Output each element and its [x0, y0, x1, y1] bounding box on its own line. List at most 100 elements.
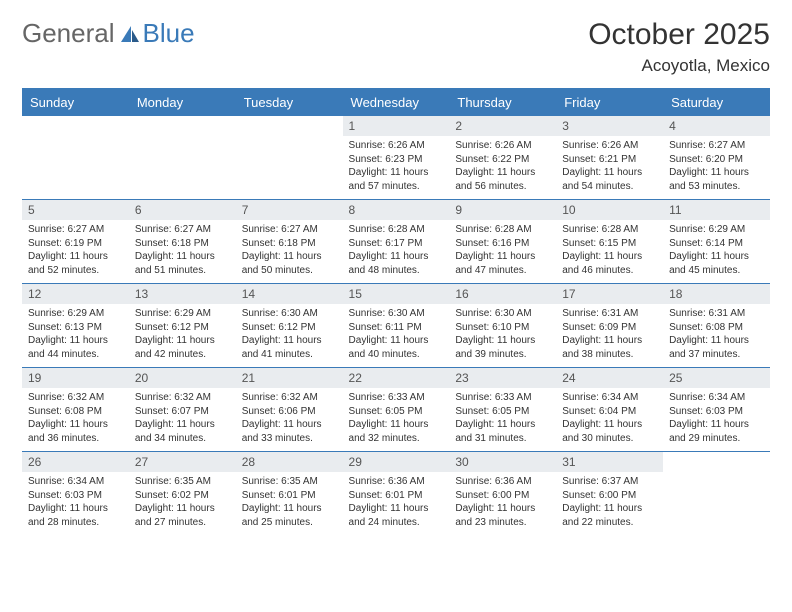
calendar-cell: 15Sunrise: 6:30 AMSunset: 6:11 PMDayligh… [343, 284, 450, 368]
day-content: Sunrise: 6:34 AMSunset: 6:03 PMDaylight:… [22, 472, 129, 535]
sunrise-text: Sunrise: 6:31 AM [669, 307, 764, 321]
sunset-text: Sunset: 6:12 PM [135, 321, 230, 335]
day-content: Sunrise: 6:30 AMSunset: 6:11 PMDaylight:… [343, 304, 450, 367]
day-content: Sunrise: 6:30 AMSunset: 6:12 PMDaylight:… [236, 304, 343, 367]
day-number: 20 [129, 368, 236, 388]
day-number: 6 [129, 200, 236, 220]
page-header: General Blue October 2025 Acoyotla, Mexi… [22, 18, 770, 76]
calendar-cell: 30Sunrise: 6:36 AMSunset: 6:00 PMDayligh… [449, 452, 556, 536]
daylight-text: Daylight: 11 hours and 23 minutes. [455, 502, 550, 529]
sunset-text: Sunset: 6:03 PM [669, 405, 764, 419]
daylight-text: Daylight: 11 hours and 34 minutes. [135, 418, 230, 445]
day-number: 18 [663, 284, 770, 304]
sunrise-text: Sunrise: 6:36 AM [349, 475, 444, 489]
day-content: Sunrise: 6:32 AMSunset: 6:07 PMDaylight:… [129, 388, 236, 451]
sunrise-text: Sunrise: 6:30 AM [455, 307, 550, 321]
sunrise-text: Sunrise: 6:29 AM [669, 223, 764, 237]
daylight-text: Daylight: 11 hours and 47 minutes. [455, 250, 550, 277]
daylight-text: Daylight: 11 hours and 38 minutes. [562, 334, 657, 361]
daylight-text: Daylight: 11 hours and 36 minutes. [28, 418, 123, 445]
sunrise-text: Sunrise: 6:35 AM [242, 475, 337, 489]
calendar-cell [236, 116, 343, 200]
day-content: Sunrise: 6:35 AMSunset: 6:02 PMDaylight:… [129, 472, 236, 535]
daylight-text: Daylight: 11 hours and 33 minutes. [242, 418, 337, 445]
day-header: Wednesday [343, 89, 450, 116]
sunrise-text: Sunrise: 6:29 AM [135, 307, 230, 321]
calendar-cell: 22Sunrise: 6:33 AMSunset: 6:05 PMDayligh… [343, 368, 450, 452]
day-number: 26 [22, 452, 129, 472]
daylight-text: Daylight: 11 hours and 37 minutes. [669, 334, 764, 361]
day-number: 4 [663, 116, 770, 136]
day-number: 19 [22, 368, 129, 388]
sunset-text: Sunset: 6:21 PM [562, 153, 657, 167]
day-content: Sunrise: 6:27 AMSunset: 6:18 PMDaylight:… [129, 220, 236, 283]
day-number: 8 [343, 200, 450, 220]
day-header: Tuesday [236, 89, 343, 116]
calendar-cell: 18Sunrise: 6:31 AMSunset: 6:08 PMDayligh… [663, 284, 770, 368]
sunset-text: Sunset: 6:08 PM [28, 405, 123, 419]
daylight-text: Daylight: 11 hours and 45 minutes. [669, 250, 764, 277]
sunrise-text: Sunrise: 6:34 AM [669, 391, 764, 405]
day-number: 13 [129, 284, 236, 304]
day-header: Sunday [22, 89, 129, 116]
daylight-text: Daylight: 11 hours and 41 minutes. [242, 334, 337, 361]
day-content: Sunrise: 6:28 AMSunset: 6:17 PMDaylight:… [343, 220, 450, 283]
day-number: 12 [22, 284, 129, 304]
day-number: 2 [449, 116, 556, 136]
day-number: 30 [449, 452, 556, 472]
sunrise-text: Sunrise: 6:36 AM [455, 475, 550, 489]
daylight-text: Daylight: 11 hours and 53 minutes. [669, 166, 764, 193]
calendar-cell: 21Sunrise: 6:32 AMSunset: 6:06 PMDayligh… [236, 368, 343, 452]
day-content: Sunrise: 6:32 AMSunset: 6:06 PMDaylight:… [236, 388, 343, 451]
sunrise-text: Sunrise: 6:37 AM [562, 475, 657, 489]
day-content: Sunrise: 6:33 AMSunset: 6:05 PMDaylight:… [449, 388, 556, 451]
sunset-text: Sunset: 6:06 PM [242, 405, 337, 419]
calendar-cell: 31Sunrise: 6:37 AMSunset: 6:00 PMDayligh… [556, 452, 663, 536]
sunset-text: Sunset: 6:02 PM [135, 489, 230, 503]
sunset-text: Sunset: 6:01 PM [242, 489, 337, 503]
day-content: Sunrise: 6:26 AMSunset: 6:22 PMDaylight:… [449, 136, 556, 199]
sunset-text: Sunset: 6:23 PM [349, 153, 444, 167]
sunrise-text: Sunrise: 6:26 AM [562, 139, 657, 153]
sunset-text: Sunset: 6:01 PM [349, 489, 444, 503]
day-content: Sunrise: 6:28 AMSunset: 6:16 PMDaylight:… [449, 220, 556, 283]
sunrise-text: Sunrise: 6:26 AM [455, 139, 550, 153]
day-content: Sunrise: 6:27 AMSunset: 6:19 PMDaylight:… [22, 220, 129, 283]
calendar-cell: 23Sunrise: 6:33 AMSunset: 6:05 PMDayligh… [449, 368, 556, 452]
day-number: 7 [236, 200, 343, 220]
day-header: Friday [556, 89, 663, 116]
day-content: Sunrise: 6:26 AMSunset: 6:23 PMDaylight:… [343, 136, 450, 199]
sunset-text: Sunset: 6:00 PM [455, 489, 550, 503]
sunset-text: Sunset: 6:18 PM [135, 237, 230, 251]
daylight-text: Daylight: 11 hours and 40 minutes. [349, 334, 444, 361]
day-content: Sunrise: 6:36 AMSunset: 6:00 PMDaylight:… [449, 472, 556, 535]
sunrise-text: Sunrise: 6:32 AM [28, 391, 123, 405]
day-number: 23 [449, 368, 556, 388]
day-number: 14 [236, 284, 343, 304]
day-number: 11 [663, 200, 770, 220]
sunset-text: Sunset: 6:15 PM [562, 237, 657, 251]
calendar-table: Sunday Monday Tuesday Wednesday Thursday… [22, 88, 770, 535]
day-content: Sunrise: 6:31 AMSunset: 6:09 PMDaylight:… [556, 304, 663, 367]
day-number: 3 [556, 116, 663, 136]
day-content: Sunrise: 6:34 AMSunset: 6:03 PMDaylight:… [663, 388, 770, 451]
calendar-cell: 10Sunrise: 6:28 AMSunset: 6:15 PMDayligh… [556, 200, 663, 284]
sunset-text: Sunset: 6:05 PM [349, 405, 444, 419]
sunset-text: Sunset: 6:09 PM [562, 321, 657, 335]
day-content: Sunrise: 6:27 AMSunset: 6:20 PMDaylight:… [663, 136, 770, 199]
calendar-cell [22, 116, 129, 200]
daylight-text: Daylight: 11 hours and 48 minutes. [349, 250, 444, 277]
day-number: 5 [22, 200, 129, 220]
day-number: 27 [129, 452, 236, 472]
sunset-text: Sunset: 6:00 PM [562, 489, 657, 503]
daylight-text: Daylight: 11 hours and 39 minutes. [455, 334, 550, 361]
day-number: 16 [449, 284, 556, 304]
sunset-text: Sunset: 6:04 PM [562, 405, 657, 419]
sunset-text: Sunset: 6:13 PM [28, 321, 123, 335]
calendar-cell: 20Sunrise: 6:32 AMSunset: 6:07 PMDayligh… [129, 368, 236, 452]
day-content: Sunrise: 6:26 AMSunset: 6:21 PMDaylight:… [556, 136, 663, 199]
sunrise-text: Sunrise: 6:28 AM [562, 223, 657, 237]
day-number: 21 [236, 368, 343, 388]
day-content: Sunrise: 6:27 AMSunset: 6:18 PMDaylight:… [236, 220, 343, 283]
location-subtitle: Acoyotla, Mexico [588, 56, 770, 76]
